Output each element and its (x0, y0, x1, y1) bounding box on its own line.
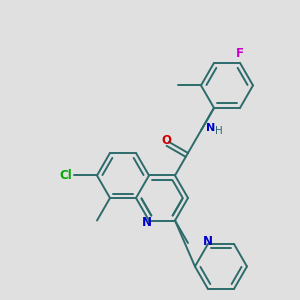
Text: H: H (215, 127, 223, 136)
Text: N: N (206, 124, 215, 134)
Text: O: O (161, 134, 171, 147)
Text: Cl: Cl (59, 169, 72, 182)
Text: N: N (142, 216, 152, 229)
Text: F: F (236, 47, 244, 60)
Text: N: N (203, 236, 213, 248)
